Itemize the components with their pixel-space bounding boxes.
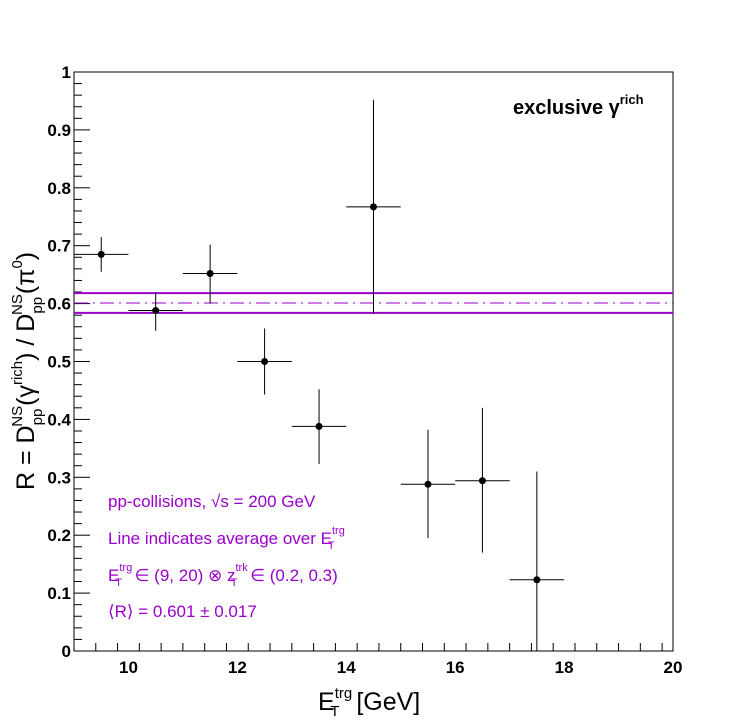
data-point [128,292,183,331]
data-point [509,471,565,651]
x-tick-labels: 10 12 14 16 18 20 [119,658,682,677]
data-point [74,237,129,272]
x-tick-label: 10 [119,658,138,677]
y-tick-label: 0.6 [47,295,71,314]
point-marker [261,358,269,365]
y-axis-title: R = DppNS(γrich) / DppNS(π0) [9,252,46,490]
y-tick-label: 0.8 [47,179,71,198]
y-tick-label: 0.5 [47,353,71,372]
annotations: pp-collisions, √s = 200 GeV Line indicat… [108,492,345,621]
y-tick-label: 0.9 [47,121,71,140]
annotation-line-4: ⟨R⟩ = 0.601 ± 0.017 [108,602,257,621]
data-point [400,429,456,539]
data-point [346,99,401,315]
data-point [237,328,292,395]
y-tick-label: 0.7 [47,237,71,256]
x-tick-label: 14 [337,658,356,677]
data-point [291,389,347,464]
y-tick-label: 0.3 [47,468,71,487]
annotation-line-1: pp-collisions, √s = 200 GeV [108,492,316,511]
svg-text:R = DppNS(γrich) / DppNS(π0): R = DppNS(γrich) / DppNS(π0) [9,252,46,490]
y-tick-labels: 0 0.1 0.2 0.3 0.4 0.5 0.6 0.7 0.8 0.9 1 [47,63,71,661]
point-marker [478,477,486,485]
legend-text: exclusive γ [513,97,621,119]
x-tick-label: 20 [664,658,683,677]
annotation-line-3: Etrg T ∈ (9, 20) ⊗ ztrk T ∈ (0.2, 0.3) [108,562,338,589]
x-tick-label: 18 [555,658,574,677]
x-tick-label: 16 [446,658,465,677]
data-points [74,99,565,651]
y-tick-label: 0.2 [47,526,71,545]
data-point [182,244,238,304]
legend-label: exclusive γrich [513,92,644,119]
point-marker [206,269,214,277]
point-marker [424,480,432,488]
y-tick-label: 0.1 [47,584,71,603]
x-tick-label: 12 [228,658,247,677]
y-tick-label: 1 [62,63,71,82]
y-tick-label: 0.4 [47,410,71,429]
legend-sup: rich [620,92,644,107]
point-marker [97,250,105,258]
point-marker [315,422,323,430]
y-tick-label: 0 [62,642,71,661]
point-marker [152,307,160,315]
axis-ticks [73,71,663,652]
point-marker [370,203,377,211]
x-axis-title: Etrg T [GeV] [318,685,420,720]
data-point [455,407,510,553]
annotation-line-2: Line indicates average over Etrg T [108,525,345,552]
point-marker [533,576,541,584]
